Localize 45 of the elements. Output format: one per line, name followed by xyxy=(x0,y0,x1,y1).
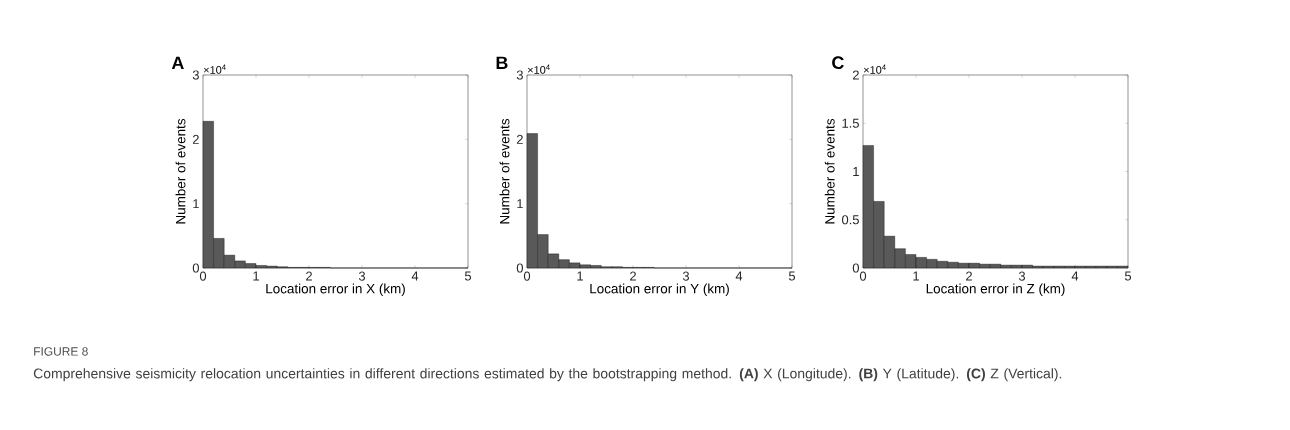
x-tick-label: 2 xyxy=(630,271,636,281)
x-axis-title: Location error in Y (km) xyxy=(590,283,729,297)
chart-title: B xyxy=(496,56,508,70)
x-tick-label: 2 xyxy=(306,271,312,281)
x-tick-label: 0 xyxy=(859,271,867,281)
x-axis-title: Location error in Z (km) xyxy=(926,283,1065,297)
text: ×10$^{4}$ xyxy=(203,64,226,74)
caption: FIGURE 8 xyxy=(34,347,88,356)
text: Comprehensive seismicity relocation uncertainties in different directions estimated by the bootstrapping method. (A) X (Longitude). (B) Y (Latitude). (C) Z (Vertical). xyxy=(33,368,1062,382)
y-tick-label: 3 xyxy=(516,70,523,80)
y-tick-label: 0 xyxy=(516,263,523,273)
y-tick-label: 1.5 xyxy=(842,118,859,128)
y-tick-label: 0.5 xyxy=(841,215,859,225)
x-tick-label: 1 xyxy=(913,271,919,281)
x-tick-label: 3 xyxy=(682,271,690,281)
x-tick-label: 4 xyxy=(735,271,743,281)
y-tick-label: 2 xyxy=(852,70,859,80)
y-tick-label: 1 xyxy=(193,199,199,209)
x-tick-label: 2 xyxy=(966,271,972,281)
x-tick-label: 1 xyxy=(253,271,259,281)
x-tick-label: 0 xyxy=(199,271,207,281)
x-tick-label: 5 xyxy=(464,271,472,281)
x-tick-label: 5 xyxy=(788,271,796,281)
x-tick-label: 5 xyxy=(1124,271,1132,281)
y-tick-label: 3 xyxy=(192,70,199,80)
x-tick-label: 4 xyxy=(411,271,419,281)
y-axis-title: Number of events xyxy=(824,118,835,224)
x-tick-label: 1 xyxy=(577,271,583,281)
x-tick-label: 0 xyxy=(523,271,531,281)
y-tick-label: 0 xyxy=(192,263,199,273)
x-tick-label: 3 xyxy=(358,271,366,281)
x-tick-label: 3 xyxy=(1018,271,1026,281)
x-tick-label: 4 xyxy=(1071,271,1079,281)
y-axis-title: Number of events xyxy=(499,118,510,224)
chart-title: C xyxy=(832,56,844,70)
y-tick-label: 1 xyxy=(517,199,523,209)
y-tick-label: 2 xyxy=(192,134,199,144)
text: ×10$^{4}$ xyxy=(527,64,550,74)
text: ×10$^{4}$ xyxy=(863,64,886,74)
y-axis-title: Number of events xyxy=(175,118,186,224)
x-axis-title: Location error in X (km) xyxy=(266,283,405,297)
y-tick-label: 2 xyxy=(516,134,523,144)
chart-title: A xyxy=(171,56,184,70)
y-tick-label: 1 xyxy=(853,167,859,176)
y-tick-label: 0 xyxy=(852,263,859,273)
